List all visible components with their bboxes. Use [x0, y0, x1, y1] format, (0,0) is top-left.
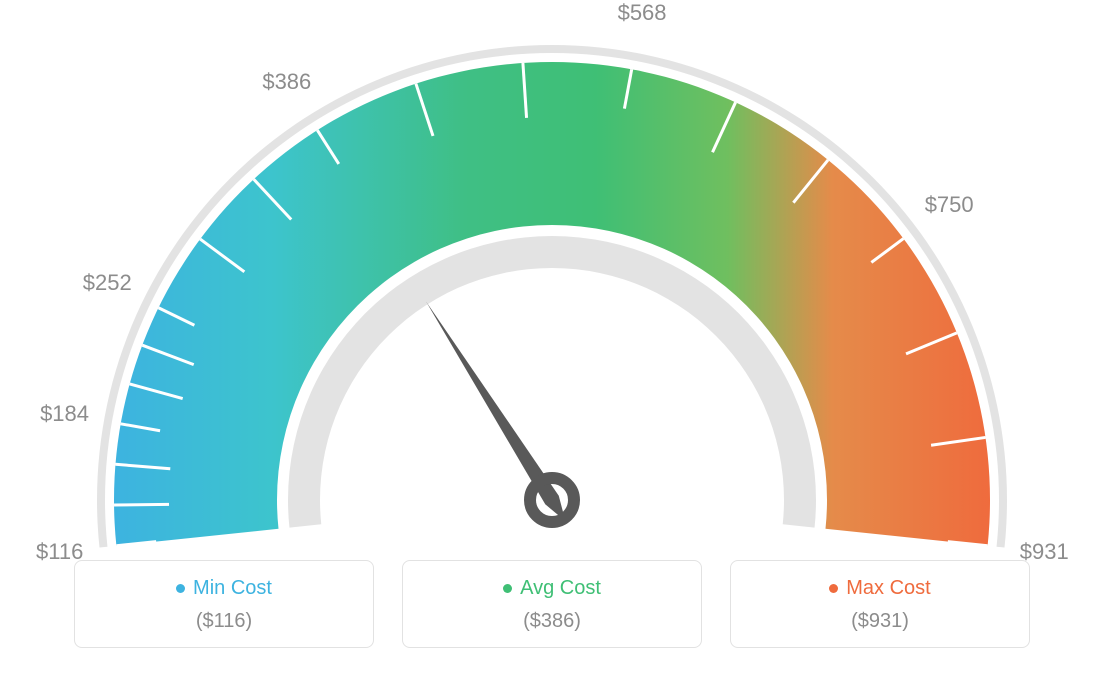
legend-title: Avg Cost — [413, 577, 691, 600]
legend-title-text: Max Cost — [846, 577, 930, 599]
legend-dot-icon — [176, 584, 185, 593]
legend-card-max: Max Cost ($931) — [730, 560, 1030, 648]
legend-value: ($116) — [85, 610, 363, 633]
legend-dot-icon — [503, 584, 512, 593]
gauge-tick-label: $750 — [925, 192, 974, 218]
gauge-container: $116$184$252$386$568$750$931 — [0, 0, 1104, 560]
legend-card-min: Min Cost ($116) — [74, 560, 374, 648]
gauge-tick-label: $252 — [83, 270, 132, 296]
legend-title-text: Avg Cost — [520, 577, 601, 599]
legend-title-text: Min Cost — [193, 577, 272, 599]
legend-title: Max Cost — [741, 577, 1019, 600]
legend-row: Min Cost ($116) Avg Cost ($386) Max Cost ($93… — [0, 560, 1104, 648]
cost-gauge — [0, 0, 1104, 560]
gauge-tick-label: $931 — [1020, 539, 1069, 565]
gauge-tick-label: $568 — [618, 0, 667, 26]
gauge-tick-label: $184 — [40, 401, 89, 427]
gauge-tick-label: $386 — [262, 69, 311, 95]
legend-dot-icon — [829, 584, 838, 593]
legend-value: ($386) — [413, 610, 691, 633]
legend-card-avg: Avg Cost ($386) — [402, 560, 702, 648]
gauge-needle — [426, 302, 565, 522]
tick-minor — [114, 504, 169, 505]
legend-value: ($931) — [741, 610, 1019, 633]
legend-title: Min Cost — [85, 577, 363, 600]
gauge-tick-label: $116 — [36, 539, 83, 565]
